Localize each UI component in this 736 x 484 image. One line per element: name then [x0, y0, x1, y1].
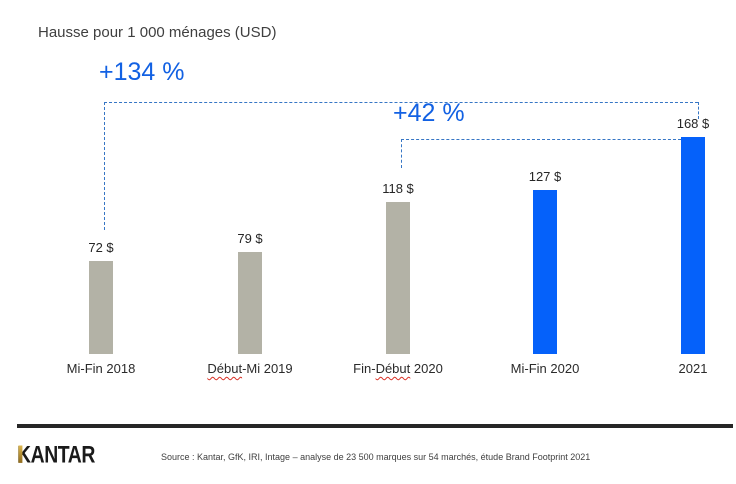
x-axis-label: Mi-Fin 2018: [66, 361, 136, 376]
bar-value-label: 168 $: [676, 116, 710, 131]
bracket-42-left-line: [401, 139, 402, 168]
source-attribution: Source : Kantar, GfK, IRI, Intage – anal…: [161, 452, 591, 462]
bar-Mi-Fin 2018: [89, 261, 113, 354]
bar-value-label: 127 $: [528, 169, 562, 184]
kantar-logo: KANTAR: [17, 444, 95, 466]
x-axis-label: Fin-Début 2020: [353, 361, 443, 376]
bar-Fin-Début 2020: [386, 202, 410, 354]
bar-value-label: 79 $: [237, 231, 263, 246]
bracket-134-horizontal-line: [104, 102, 698, 103]
chart-title: Hausse pour 1 000 ménages (USD): [38, 24, 277, 41]
bracket-134-left-line: [104, 102, 105, 230]
spellcheck-underline: Début: [375, 361, 411, 376]
x-axis-label: Mi-Fin 2020: [510, 361, 580, 376]
footer-divider: [17, 424, 733, 428]
x-axis-label: 2021: [678, 361, 708, 376]
bracket-42-horizontal-line: [401, 139, 681, 140]
growth-annotation-42: +42 %: [393, 99, 465, 127]
spellcheck-underline: Début: [207, 361, 243, 376]
bar-2021: [681, 137, 705, 354]
kantar-logo-gold-stem: [18, 445, 23, 463]
x-axis-label: Début-Mi 2019: [207, 361, 293, 376]
bar-Mi-Fin 2020: [533, 190, 557, 354]
bar-value-label: 118 $: [382, 181, 414, 196]
bracket-134-right-line: [698, 102, 699, 119]
bar-value-label: 72 $: [88, 240, 114, 255]
growth-annotation-134: +134 %: [99, 58, 185, 86]
bar-Début-Mi 2019: [238, 252, 262, 354]
kantar-logo-text: KANTAR: [17, 444, 95, 466]
